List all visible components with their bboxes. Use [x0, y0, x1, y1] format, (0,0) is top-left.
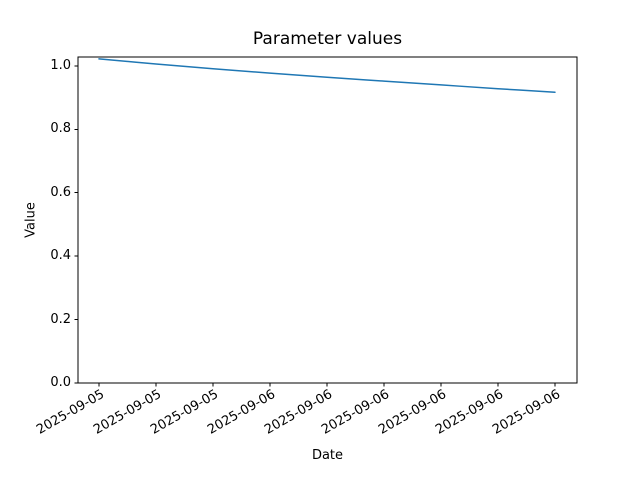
x-axis-title: Date	[311, 448, 344, 463]
spines	[78, 57, 577, 383]
chart-title: Parameter values	[252, 29, 403, 49]
y-tick-label: 0.8	[50, 121, 71, 137]
data-line	[98, 58, 556, 93]
y-tick-label: 0.2	[50, 311, 71, 327]
y-axis-title: Value	[23, 202, 39, 238]
y-tick-label: 0.0	[50, 375, 71, 390]
y-tick-label: 0.4	[50, 248, 71, 264]
y-tick-label: 0.6	[50, 184, 71, 200]
y-tick-label: 1.0	[50, 57, 71, 73]
